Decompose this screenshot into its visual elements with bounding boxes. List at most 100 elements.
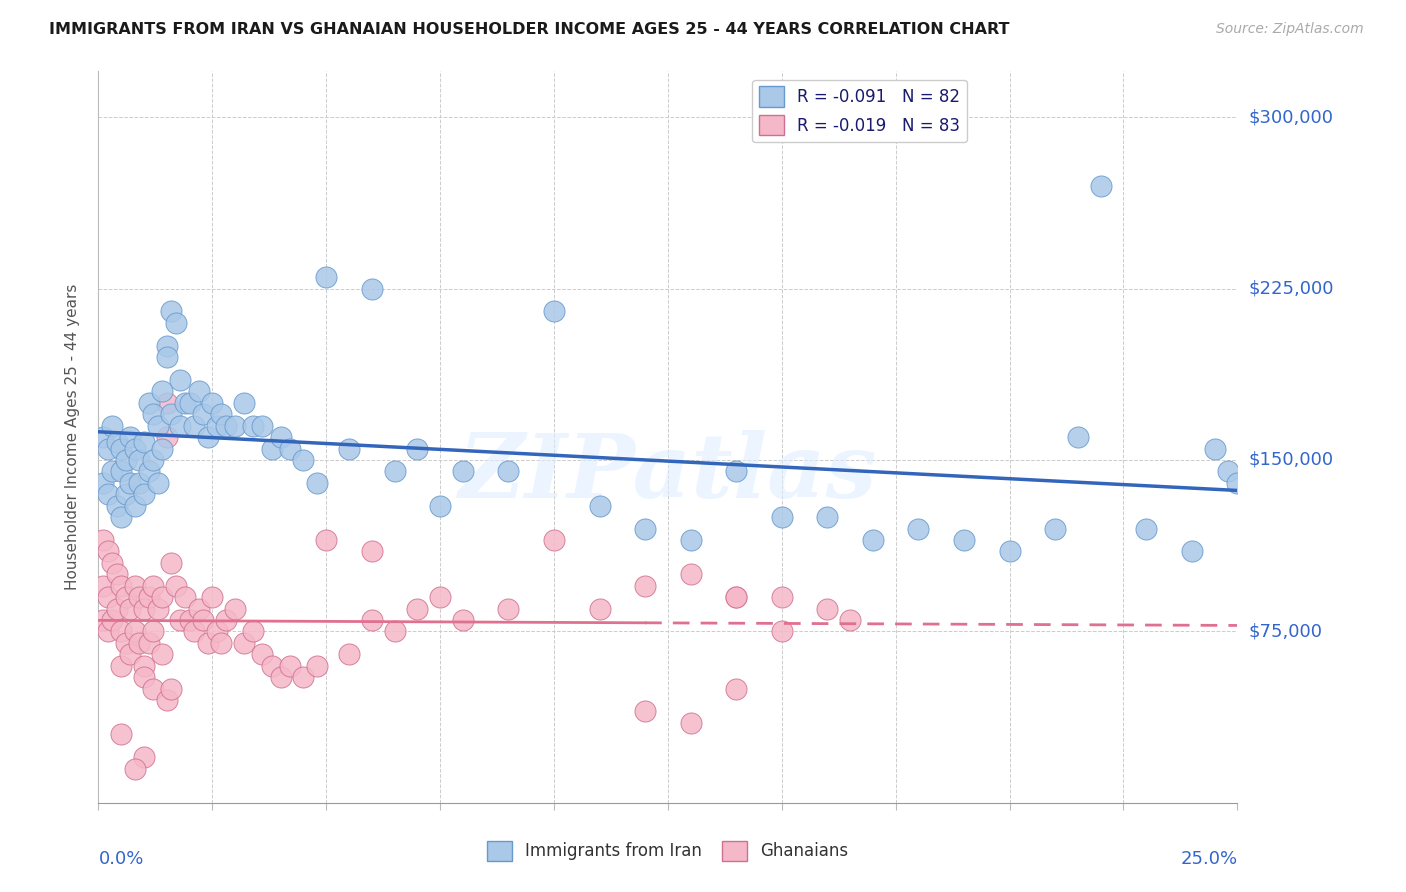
Point: [91, 613, 114, 627]
Point: [292, 453, 315, 467]
Point: [197, 636, 219, 650]
Point: [132, 658, 155, 673]
Point: [114, 636, 136, 650]
Point: [498, 464, 520, 478]
Point: [406, 601, 429, 615]
Point: [384, 464, 406, 478]
Legend: Immigrants from Iran, Ghanaians: Immigrants from Iran, Ghanaians: [481, 834, 855, 868]
Point: [543, 304, 565, 318]
Point: [725, 590, 748, 604]
Point: [815, 601, 838, 615]
Text: Source: ZipAtlas.com: Source: ZipAtlas.com: [1216, 22, 1364, 37]
Point: [105, 601, 128, 615]
Point: [169, 613, 191, 627]
Point: [1218, 464, 1240, 478]
Point: [588, 601, 610, 615]
Point: [91, 430, 114, 444]
Point: [156, 350, 179, 364]
Y-axis label: Householder Income Ages 25 - 44 years: Householder Income Ages 25 - 44 years: [65, 284, 80, 591]
Point: [209, 407, 232, 421]
Point: [337, 442, 360, 456]
Point: [105, 434, 128, 449]
Point: [120, 430, 142, 444]
Point: [124, 624, 146, 639]
Point: [770, 510, 793, 524]
Point: [96, 442, 118, 456]
Point: [138, 464, 160, 478]
Point: [128, 636, 150, 650]
Point: [138, 636, 160, 650]
Point: [187, 384, 209, 399]
Point: [101, 556, 124, 570]
Point: [160, 681, 183, 696]
Point: [91, 533, 114, 547]
Point: [260, 658, 283, 673]
Point: [384, 624, 406, 639]
Point: [156, 693, 179, 707]
Text: 0.0%: 0.0%: [98, 850, 143, 868]
Point: [174, 396, 197, 410]
Point: [165, 579, 187, 593]
Point: [160, 304, 183, 318]
Point: [242, 418, 264, 433]
Point: [543, 533, 565, 547]
Point: [429, 590, 451, 604]
Point: [150, 384, 173, 399]
Point: [114, 487, 136, 501]
Point: [679, 567, 702, 582]
Point: [146, 601, 169, 615]
Text: $75,000: $75,000: [1249, 623, 1323, 640]
Point: [132, 670, 155, 684]
Point: [406, 442, 429, 456]
Point: [101, 464, 124, 478]
Point: [146, 475, 169, 490]
Point: [907, 521, 929, 535]
Point: [101, 418, 124, 433]
Point: [1090, 178, 1112, 193]
Point: [252, 647, 274, 661]
Text: 25.0%: 25.0%: [1180, 850, 1237, 868]
Point: [105, 567, 128, 582]
Point: [124, 499, 146, 513]
Point: [132, 601, 155, 615]
Point: [215, 418, 238, 433]
Point: [179, 613, 201, 627]
Point: [110, 624, 132, 639]
Point: [360, 613, 382, 627]
Point: [150, 442, 173, 456]
Point: [725, 681, 748, 696]
Point: [110, 442, 132, 456]
Point: [998, 544, 1021, 558]
Point: [1135, 521, 1157, 535]
Point: [183, 418, 205, 433]
Point: [120, 475, 142, 490]
Point: [110, 510, 132, 524]
Point: [132, 750, 155, 764]
Point: [451, 464, 474, 478]
Point: [197, 430, 219, 444]
Point: [839, 613, 862, 627]
Point: [360, 544, 382, 558]
Point: [679, 715, 702, 730]
Point: [169, 373, 191, 387]
Point: [160, 407, 183, 421]
Point: [209, 636, 232, 650]
Point: [679, 533, 702, 547]
Point: [1226, 475, 1249, 490]
Point: [110, 658, 132, 673]
Point: [1043, 521, 1066, 535]
Point: [307, 658, 329, 673]
Point: [451, 613, 474, 627]
Point: [634, 521, 657, 535]
Point: [1204, 442, 1226, 456]
Point: [96, 590, 118, 604]
Point: [725, 590, 748, 604]
Point: [132, 434, 155, 449]
Point: [174, 590, 197, 604]
Point: [124, 579, 146, 593]
Point: [205, 418, 228, 433]
Point: [156, 430, 179, 444]
Point: [105, 499, 128, 513]
Point: [146, 418, 169, 433]
Point: [120, 601, 142, 615]
